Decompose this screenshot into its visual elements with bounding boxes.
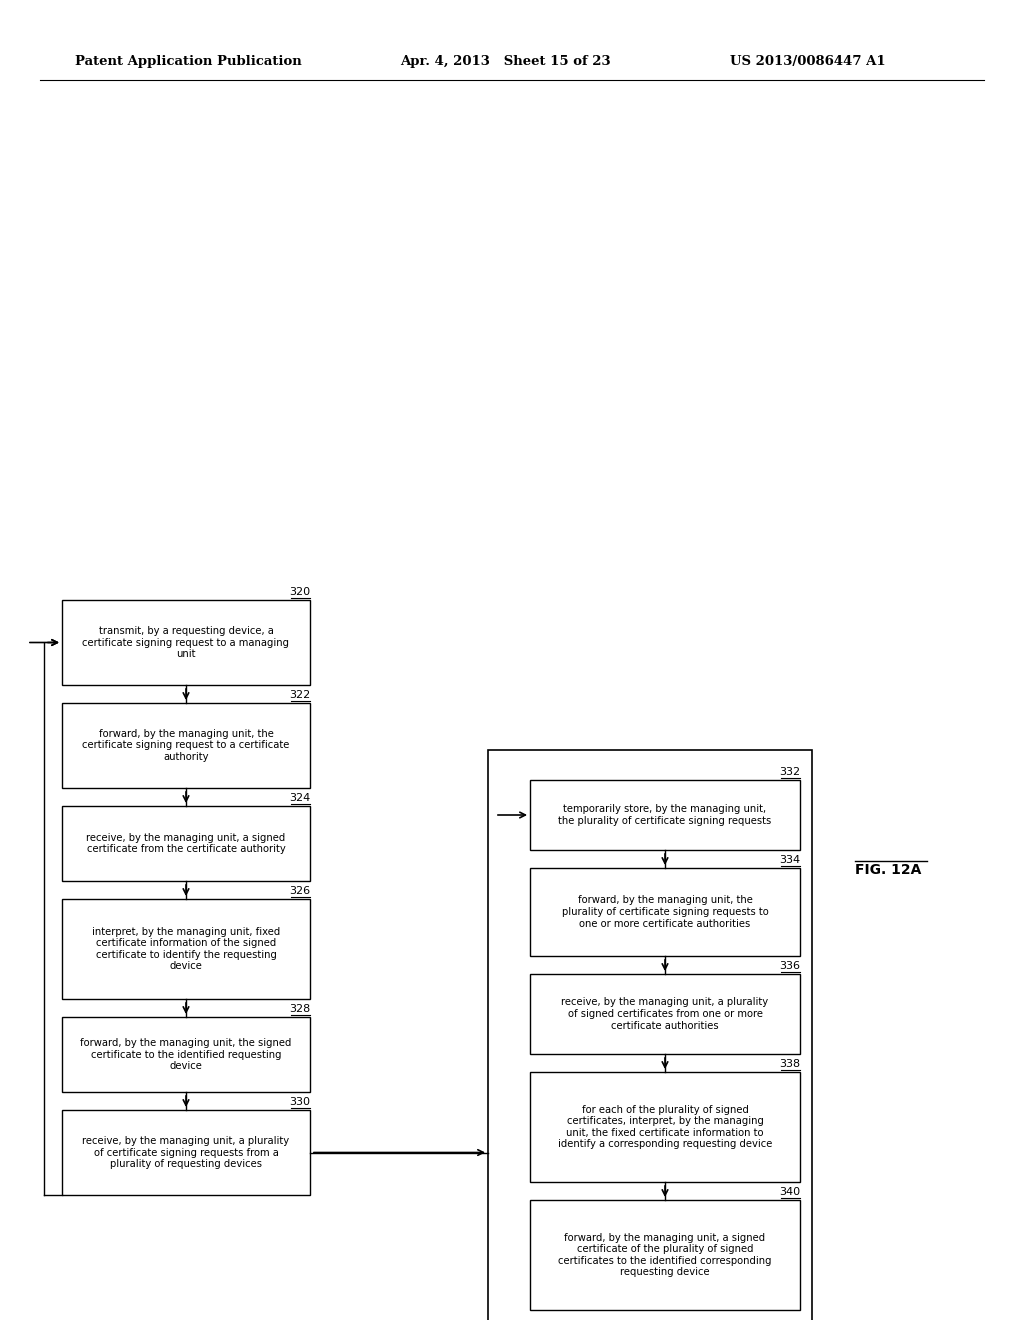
Text: receive, by the managing unit, a signed
certificate from the certificate authori: receive, by the managing unit, a signed …	[86, 833, 286, 854]
Text: temporarily store, by the managing unit,
the plurality of certificate signing re: temporarily store, by the managing unit,…	[558, 804, 772, 826]
Text: forward, by the managing unit, the
plurality of certificate signing requests to
: forward, by the managing unit, the plura…	[561, 895, 768, 928]
Text: 322: 322	[289, 690, 310, 700]
Text: forward, by the managing unit, a signed
certificate of the plurality of signed
c: forward, by the managing unit, a signed …	[558, 1233, 772, 1278]
Text: receive, by the managing unit, a plurality
of certificate signing requests from : receive, by the managing unit, a plurali…	[83, 1137, 290, 1170]
Text: 320: 320	[289, 587, 310, 597]
Text: FIG. 12A: FIG. 12A	[855, 863, 922, 876]
Text: 340: 340	[779, 1187, 800, 1197]
Text: for each of the plurality of signed
certificates, interpret, by the managing
uni: for each of the plurality of signed cert…	[558, 1105, 772, 1150]
Text: 338: 338	[779, 1059, 800, 1069]
Text: 328: 328	[289, 1005, 310, 1014]
Text: Patent Application Publication: Patent Application Publication	[75, 55, 302, 69]
Text: forward, by the managing unit, the
certificate signing request to a certificate
: forward, by the managing unit, the certi…	[82, 729, 290, 762]
Text: receive, by the managing unit, a plurality
of signed certificates from one or mo: receive, by the managing unit, a plurali…	[561, 998, 769, 1031]
Text: 326: 326	[289, 886, 310, 896]
Text: 332: 332	[779, 767, 800, 777]
Text: transmit, by a requesting device, a
certificate signing request to a managing
un: transmit, by a requesting device, a cert…	[83, 626, 290, 659]
Text: Apr. 4, 2013   Sheet 15 of 23: Apr. 4, 2013 Sheet 15 of 23	[400, 55, 610, 69]
Text: 330: 330	[289, 1097, 310, 1107]
Text: interpret, by the managing unit, fixed
certificate information of the signed
cer: interpret, by the managing unit, fixed c…	[92, 927, 281, 972]
Text: 336: 336	[779, 961, 800, 972]
Text: US 2013/0086447 A1: US 2013/0086447 A1	[730, 55, 886, 69]
Bar	[62, 601, 310, 685]
Bar	[530, 1200, 800, 1309]
Bar	[488, 750, 812, 1320]
Text: forward, by the managing unit, the signed
certificate to the identified requesti: forward, by the managing unit, the signe…	[80, 1038, 292, 1071]
Text: 334: 334	[779, 855, 800, 865]
Bar	[62, 1110, 310, 1195]
Bar	[62, 704, 310, 788]
Bar	[530, 1072, 800, 1181]
Bar	[530, 780, 800, 850]
Bar	[530, 869, 800, 956]
Bar	[62, 899, 310, 999]
Bar	[530, 974, 800, 1053]
Text: 324: 324	[289, 793, 310, 803]
Bar	[62, 807, 310, 880]
Bar	[62, 1016, 310, 1092]
